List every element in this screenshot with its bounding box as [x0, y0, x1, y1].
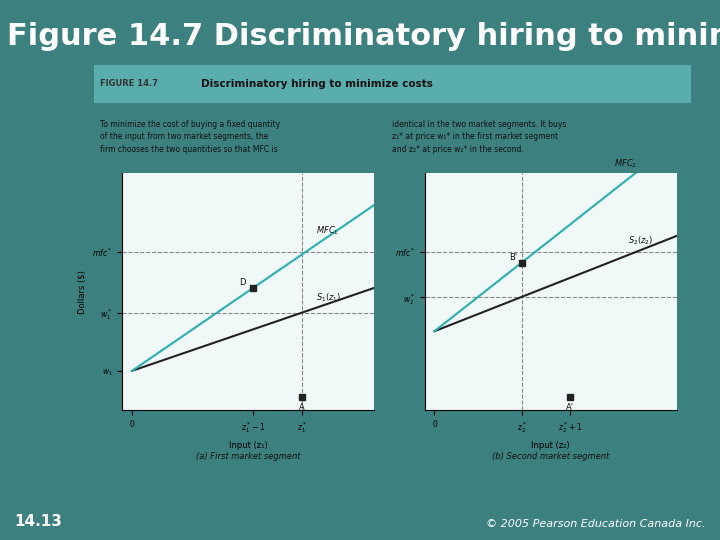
Text: A: A	[299, 403, 305, 413]
Text: D: D	[240, 278, 246, 287]
FancyBboxPatch shape	[94, 65, 691, 103]
Y-axis label: Dollars ($): Dollars ($)	[78, 269, 87, 314]
Text: To minimize the cost of buying a fixed quantity
of the input from two market seg: To minimize the cost of buying a fixed q…	[99, 119, 279, 153]
Text: Figure 14.7 Discriminatory hiring to minimize costs: Figure 14.7 Discriminatory hiring to min…	[7, 22, 720, 51]
Text: $S_2(z_2)$: $S_2(z_2)$	[629, 235, 654, 247]
Text: B': B'	[509, 253, 517, 262]
Text: A': A'	[566, 403, 574, 413]
Text: Discriminatory hiring to minimize costs: Discriminatory hiring to minimize costs	[201, 79, 433, 89]
Text: (b) Second market segment: (b) Second market segment	[492, 452, 609, 461]
Text: $S_1(z_1)$: $S_1(z_1)$	[316, 292, 342, 305]
Text: (a) First market segment: (a) First market segment	[196, 452, 301, 461]
Text: $MFC_1$: $MFC_1$	[316, 225, 339, 237]
Text: FIGURE 14.7: FIGURE 14.7	[99, 79, 158, 88]
Text: $MFC_2$: $MFC_2$	[614, 157, 637, 170]
X-axis label: Input (z₁): Input (z₁)	[229, 441, 268, 450]
Text: © 2005 Pearson Education Canada Inc.: © 2005 Pearson Education Canada Inc.	[486, 519, 706, 529]
Text: identical in the two market segments. It buys
z₁* at price w₁* in the first mark: identical in the two market segments. It…	[392, 119, 567, 153]
Text: 14.13: 14.13	[14, 514, 62, 529]
X-axis label: Input (z₂): Input (z₂)	[531, 441, 570, 450]
